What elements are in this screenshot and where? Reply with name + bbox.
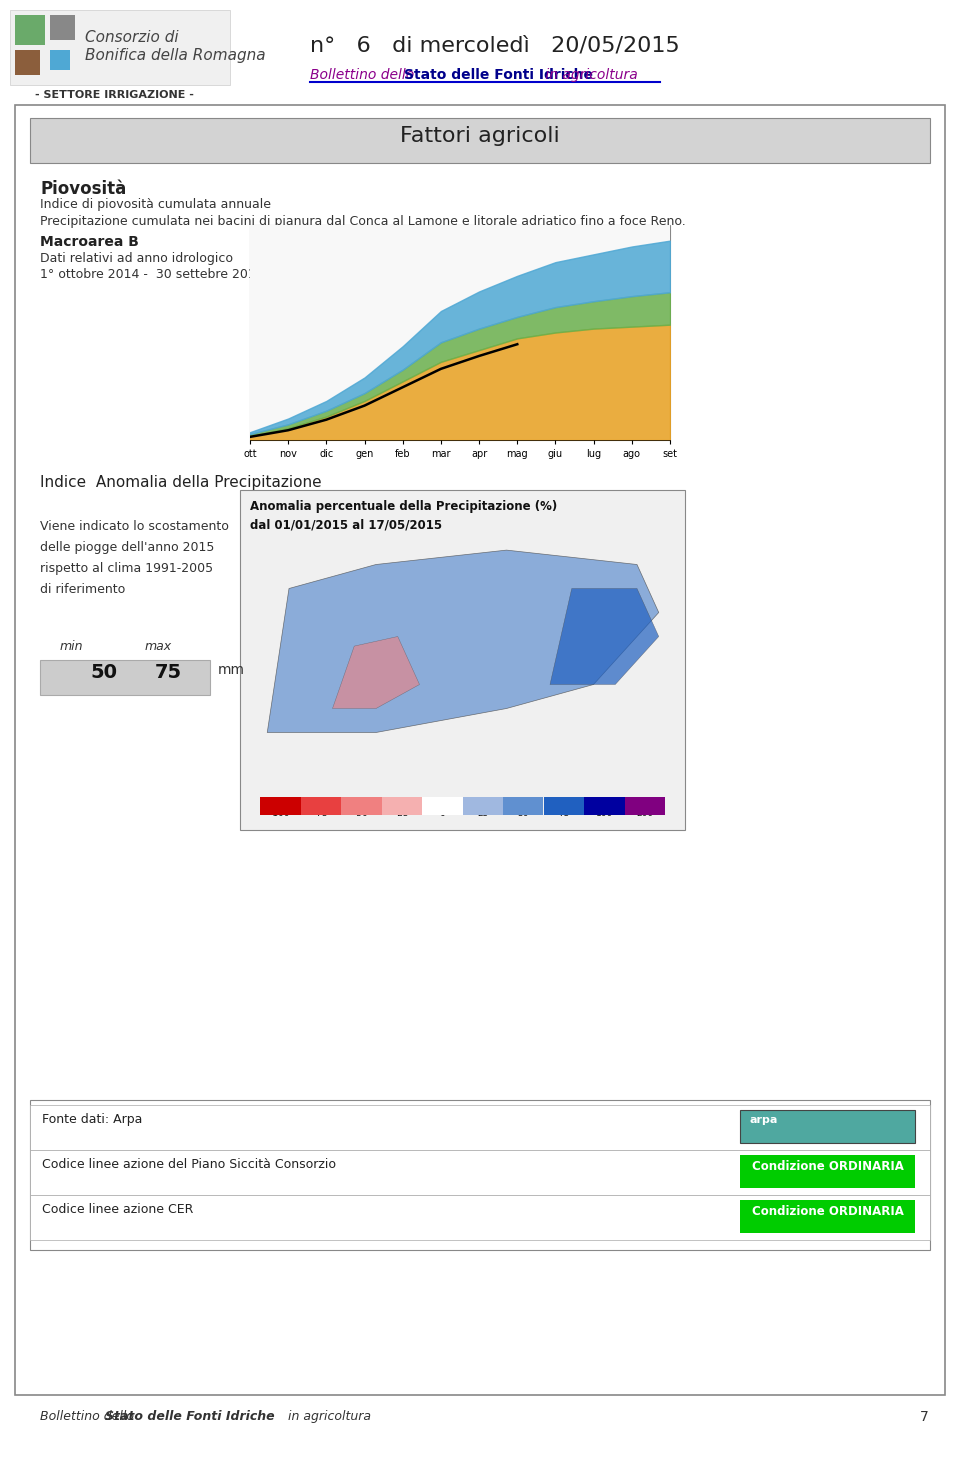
Bar: [422, 798, 463, 815]
Text: min: min: [60, 640, 84, 653]
Text: -50: -50: [354, 809, 369, 818]
Text: - SETTORE IRRIGAZIONE -: - SETTORE IRRIGAZIONE -: [35, 90, 194, 101]
Text: 75: 75: [558, 809, 569, 818]
Bar: [260, 798, 300, 815]
Text: -100: -100: [270, 809, 291, 818]
Text: Codice linee azione del Piano Siccità Consorzio: Codice linee azione del Piano Siccità Co…: [42, 1158, 336, 1171]
Bar: [50, 50, 70, 70]
Bar: [341, 798, 381, 815]
Text: Stato delle Fonti Idriche: Stato delle Fonti Idriche: [403, 69, 592, 82]
Bar: [30, 118, 930, 163]
Text: 0: 0: [440, 809, 445, 818]
Text: Condizione ORDINARIA: Condizione ORDINARIA: [752, 1161, 903, 1174]
Bar: [30, 1150, 930, 1196]
Bar: [240, 490, 685, 830]
Text: 100: 100: [595, 809, 612, 818]
Text: 50: 50: [517, 809, 529, 818]
Text: 50: 50: [90, 663, 117, 682]
Text: dal 01/01/2015 al 17/05/2015: dal 01/01/2015 al 17/05/2015: [250, 518, 443, 531]
Text: -75: -75: [313, 809, 328, 818]
Text: Condizione ORDINARIA: Condizione ORDINARIA: [752, 1204, 903, 1217]
Text: 25: 25: [477, 809, 489, 818]
Text: max: max: [145, 640, 172, 653]
Text: Dati relativi ad anno idrologico: Dati relativi ad anno idrologico: [40, 252, 233, 265]
Bar: [10, 10, 230, 85]
Text: Indice di piovosità cumulata annuale: Indice di piovosità cumulata annuale: [40, 198, 271, 211]
Text: in agricoltura: in agricoltura: [541, 69, 637, 82]
Text: Anomalia percentuale della Precipitazione (%): Anomalia percentuale della Precipitazion…: [250, 500, 557, 513]
Text: Macroarea B: Macroarea B: [40, 235, 139, 249]
Bar: [463, 798, 503, 815]
Bar: [15, 50, 40, 74]
Text: mm: mm: [218, 663, 245, 677]
Bar: [250, 225, 670, 440]
Bar: [543, 798, 584, 815]
Text: Bollettino dello: Bollettino dello: [310, 69, 419, 82]
Text: 200: 200: [636, 809, 654, 818]
Bar: [740, 1200, 915, 1233]
Text: Viene indicato lo scostamento
delle piogge dell'anno 2015
rispetto al clima 1991: Viene indicato lo scostamento delle piog…: [40, 521, 228, 596]
Bar: [503, 798, 543, 815]
Text: in agricoltura: in agricoltura: [280, 1410, 371, 1423]
Text: Precipitazione cumulata nei bacini di pianura dal Conca al Lamone e litorale adr: Precipitazione cumulata nei bacini di pi…: [40, 214, 685, 227]
Bar: [740, 1110, 915, 1143]
Text: Stato delle Fonti Idriche: Stato delle Fonti Idriche: [105, 1410, 275, 1423]
Bar: [50, 15, 75, 39]
Text: Bollettino dello: Bollettino dello: [40, 1410, 138, 1423]
Bar: [300, 798, 341, 815]
Text: 1° ottobre 2014 -  30 settebre 2015: 1° ottobre 2014 - 30 settebre 2015: [40, 268, 264, 281]
Text: Indice  Anomalia della Precipitazione: Indice Anomalia della Precipitazione: [40, 475, 322, 490]
Text: 7: 7: [920, 1410, 928, 1424]
Bar: [40, 660, 210, 695]
Bar: [30, 1099, 930, 1250]
Text: Fattori agricoli: Fattori agricoli: [400, 125, 560, 146]
Text: 75: 75: [155, 663, 182, 682]
Text: Codice linee azione CER: Codice linee azione CER: [42, 1203, 193, 1216]
Text: Bonifica della Romagna: Bonifica della Romagna: [85, 48, 266, 63]
Text: Piovosità: Piovosità: [40, 179, 127, 198]
Text: arpa: arpa: [750, 1115, 779, 1126]
Bar: [625, 798, 665, 815]
Bar: [15, 105, 945, 1395]
Bar: [584, 798, 625, 815]
Bar: [30, 1105, 930, 1150]
Text: -25: -25: [395, 809, 409, 818]
Text: Consorzio di: Consorzio di: [85, 31, 179, 45]
Text: n°   6   di mercoledì   20/05/2015: n° 6 di mercoledì 20/05/2015: [310, 35, 680, 55]
Bar: [381, 798, 422, 815]
Bar: [15, 15, 45, 45]
Text: Fonte dati: Arpa: Fonte dati: Arpa: [42, 1112, 142, 1126]
Bar: [30, 1196, 930, 1239]
Bar: [740, 1155, 915, 1188]
